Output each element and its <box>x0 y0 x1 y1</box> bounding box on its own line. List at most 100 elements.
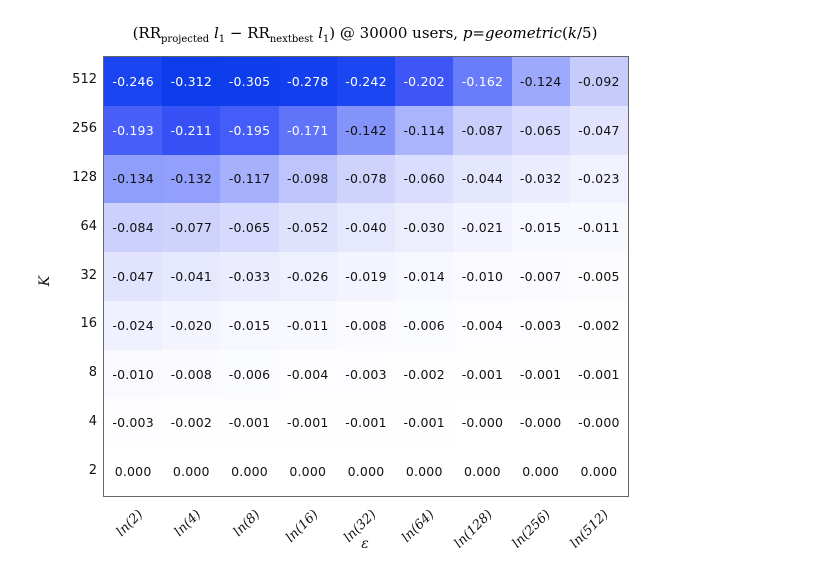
heatmap-cell: -0.001 <box>511 349 570 399</box>
heatmap-cell: 0.000 <box>278 447 337 496</box>
heatmap-cell: -0.047 <box>569 105 628 155</box>
heatmap-cell: -0.052 <box>278 203 337 253</box>
heatmap-cell: -0.044 <box>453 154 512 204</box>
heatmap-cell: 0.000 <box>336 447 396 496</box>
heatmap-cell: -0.001 <box>569 349 628 399</box>
heatmap-cell: -0.006 <box>395 300 454 350</box>
heatmap-cell: -0.084 <box>104 203 163 253</box>
heatmap-cell: -0.019 <box>336 252 396 301</box>
title-segment: − RR <box>225 24 270 42</box>
title-segment: k <box>567 24 577 42</box>
heatmap-cell: -0.003 <box>336 349 396 399</box>
heatmap-cell: -0.312 <box>162 57 221 106</box>
heatmap-cell: -0.246 <box>104 57 163 106</box>
y-tick-label: 2 <box>88 462 97 478</box>
heatmap-cell: -0.011 <box>569 203 628 253</box>
plot-area: -0.246 -0.312 -0.305 -0.278 -0.242 -0.202 -0.1… <box>103 56 629 497</box>
heatmap-cell: -0.010 <box>453 252 512 301</box>
heatmap-cell: -0.001 <box>336 398 396 448</box>
y-tick-label: 16 <box>80 316 97 332</box>
title-segment: 1 <box>218 34 226 45</box>
heatmap-cell: -0.278 <box>278 57 337 106</box>
heatmap-cell: -0.041 <box>162 252 221 301</box>
heatmap-cell: -0.193 <box>104 105 163 155</box>
heatmap-cell: -0.211 <box>162 105 221 155</box>
title-segment: 1 <box>322 34 330 45</box>
heatmap-cell: -0.003 <box>104 398 163 448</box>
heatmap-cell: -0.002 <box>395 349 454 399</box>
title-segment: /5) <box>576 24 598 42</box>
heatmap-cell: -0.077 <box>162 203 221 253</box>
y-tick-label: 512 <box>72 72 97 88</box>
heatmap-cell: -0.242 <box>336 57 396 106</box>
title-segment: l <box>209 24 219 42</box>
title-segment: = <box>472 24 485 42</box>
heatmap-cell: -0.015 <box>220 300 279 350</box>
heatmap-cell: -0.014 <box>395 252 454 301</box>
heatmap-cell: -0.021 <box>453 203 512 253</box>
heatmap-cell: -0.026 <box>278 252 337 301</box>
title-segment: p <box>462 24 473 42</box>
heatmap-cell: -0.011 <box>278 300 337 350</box>
y-tick-label: 64 <box>80 218 97 234</box>
heatmap-cell: -0.007 <box>511 252 570 301</box>
heatmap-cell: -0.195 <box>220 105 279 155</box>
heatmap-cell: 0.000 <box>453 447 512 496</box>
heatmap-cell: -0.305 <box>220 57 279 106</box>
heatmap-cell: -0.008 <box>162 349 221 399</box>
heatmap-cell: -0.024 <box>104 300 163 350</box>
heatmap-cell: 0.000 <box>511 447 570 496</box>
heatmap-cell: -0.202 <box>395 57 454 106</box>
heatmap-cell: -0.092 <box>569 57 628 106</box>
heatmap-cell: -0.006 <box>220 349 279 399</box>
title-segment: projected <box>161 34 210 45</box>
heatmap-cell: -0.171 <box>278 105 337 155</box>
heatmap-cell: -0.033 <box>220 252 279 301</box>
x-tick-label: ln(2) <box>113 507 147 540</box>
heatmap-cell: -0.015 <box>511 203 570 253</box>
heatmap-cell: -0.001 <box>278 398 337 448</box>
title-segment: ) @ 30000 users, <box>329 24 463 42</box>
heatmap-cell: -0.065 <box>511 105 570 155</box>
title-segment: ( <box>562 24 568 42</box>
title-segment: l <box>313 24 323 42</box>
heatmap-cell: -0.023 <box>569 154 628 204</box>
heatmap-cell: -0.040 <box>336 203 396 253</box>
heatmap-cell: -0.004 <box>278 349 337 399</box>
heatmap-cell: 0.000 <box>395 447 454 496</box>
heatmap-cell: -0.114 <box>395 105 454 155</box>
heatmap-cell: -0.060 <box>395 154 454 204</box>
y-tick-label: 4 <box>88 413 97 429</box>
y-tick-label: 128 <box>72 169 97 185</box>
heatmap-cell: -0.162 <box>453 57 512 106</box>
heatmap-cell: -0.124 <box>511 57 570 106</box>
heatmap-cell: -0.000 <box>453 398 512 448</box>
chart-title: (RRprojected l1 − RRnextbest l1) @ 30000… <box>103 24 627 45</box>
y-tick-label: 256 <box>72 121 97 137</box>
heatmap-cell: 0.000 <box>569 447 628 496</box>
heatmap-cell: -0.087 <box>453 105 512 155</box>
heatmap-cell: -0.047 <box>104 252 163 301</box>
heatmap-cell: -0.098 <box>278 154 337 204</box>
heatmap-cell: -0.032 <box>511 154 570 204</box>
x-axis-label: ε <box>361 536 369 552</box>
heatmap-cell: -0.000 <box>511 398 570 448</box>
heatmap-cell: -0.001 <box>453 349 512 399</box>
heatmap-cell: -0.134 <box>104 154 163 204</box>
heatmap-cell: -0.065 <box>220 203 279 253</box>
heatmap-cell: -0.142 <box>336 105 396 155</box>
heatmap-cell: -0.008 <box>336 300 396 350</box>
heatmap-grid: -0.246 -0.312 -0.305 -0.278 -0.242 -0.202 -0.1… <box>104 57 628 496</box>
heatmap-cell: -0.001 <box>395 398 454 448</box>
heatmap-cell: -0.010 <box>104 349 163 399</box>
title-segment: (RR <box>132 24 162 42</box>
title-segment: nextbest <box>269 34 314 45</box>
heatmap-cell: -0.030 <box>395 203 454 253</box>
x-tick-label: ln(8) <box>230 507 263 540</box>
heatmap-cell: -0.003 <box>511 300 570 350</box>
heatmap-cell: -0.005 <box>569 252 628 301</box>
heatmap-cell: -0.078 <box>336 154 396 204</box>
heatmap-cell: -0.001 <box>220 398 279 448</box>
heatmap-cell: -0.004 <box>453 300 512 350</box>
